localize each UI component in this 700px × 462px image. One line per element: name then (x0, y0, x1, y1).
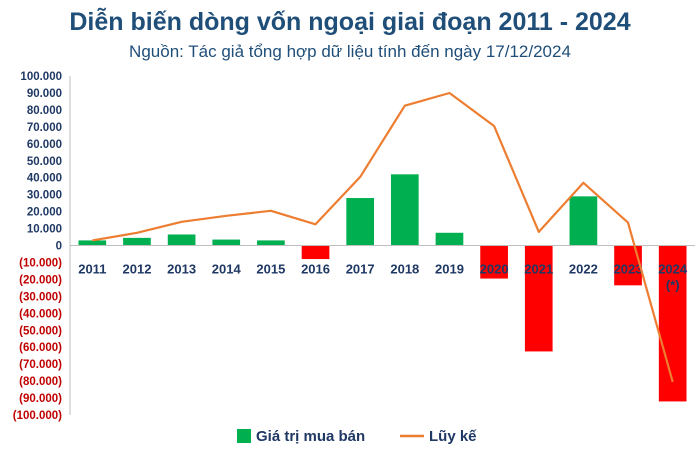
x-tick-label: 2013 (167, 262, 196, 277)
x-tick-label: 2021 (524, 262, 553, 277)
x-tick-label: 2022 (569, 262, 598, 277)
y-tick-label: (50.000) (19, 325, 62, 337)
cumulative-line (92, 91, 674, 383)
y-tick-label: (30.000) (19, 291, 62, 303)
bar (390, 174, 419, 246)
x-tick-label: 2018 (390, 262, 419, 277)
y-tick-label: 100.000 (20, 71, 62, 83)
bar (123, 237, 151, 246)
x-tick-label: 2015 (256, 262, 285, 277)
x-tick-label: 2020 (480, 262, 509, 277)
bar (480, 245, 508, 279)
x-tick-label: 2023 (614, 262, 643, 277)
bar (658, 245, 687, 402)
y-tick-label: 50.000 (27, 156, 62, 168)
chart-title: Diễn biến dòng vốn ngoại giai đoạn 2011 … (69, 8, 631, 36)
legend-label-line: Lũy kế (429, 428, 477, 445)
y-tick-label: (70.000) (19, 359, 62, 371)
y-tick-label: (80.000) (19, 376, 62, 388)
y-tick-label: (100.000) (13, 410, 62, 422)
y-tick-label: 0 (56, 241, 62, 253)
x-tick-label: 2017 (346, 262, 375, 277)
x-tick-label: 2012 (123, 262, 152, 277)
x-tick-label: 2024 (*) (658, 262, 688, 293)
bar (346, 198, 375, 246)
y-tick-label: (20.000) (19, 274, 62, 286)
bar (167, 234, 196, 246)
x-tick-label: 2019 (435, 262, 464, 277)
y-tick-label: 40.000 (27, 173, 62, 185)
y-tick-label: 60.000 (27, 139, 62, 151)
bar (524, 245, 553, 352)
bar (301, 245, 330, 260)
y-tick-label: 10.000 (27, 224, 62, 236)
y-tick-label: 70.000 (27, 122, 62, 134)
x-tick-label: 2016 (301, 262, 330, 277)
y-tick-label: (10.000) (19, 257, 62, 269)
y-tick-label: (40.000) (19, 308, 62, 320)
bar (78, 240, 107, 246)
x-tick-label: 2014 (212, 262, 242, 277)
x-tick-label: 2011 (78, 262, 106, 277)
bar (212, 239, 241, 246)
y-tick-label: 20.000 (27, 207, 62, 219)
y-tick-label: 30.000 (27, 190, 62, 202)
y-tick-label: (90.000) (19, 393, 62, 405)
y-tick-label: (60.000) (19, 342, 62, 354)
legend-label-bar: Giá trị mua bán (256, 428, 365, 445)
y-tick-label: 80.000 (27, 105, 62, 117)
chart-subtitle: Nguồn: Tác giả tổng hợp dữ liệu tính đến… (129, 42, 571, 61)
bar (435, 232, 464, 246)
bar (569, 196, 598, 246)
bar (257, 240, 285, 246)
y-tick-label: 90.000 (27, 88, 62, 100)
legend-swatch-bar (237, 429, 251, 443)
